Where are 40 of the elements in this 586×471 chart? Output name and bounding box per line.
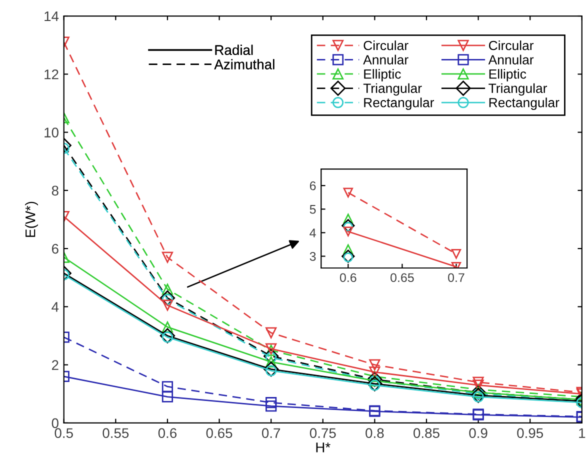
legend-label: Elliptic — [364, 69, 401, 82]
x-tick-label: 1 — [579, 428, 586, 438]
legend-label: Circular — [364, 40, 408, 50]
y-axis-title: E(W*) — [25, 202, 38, 237]
x-tick-label: 0.75 — [310, 428, 336, 438]
y-tick-label: 0 — [52, 418, 58, 428]
x-tick-label: 0.6 — [340, 273, 356, 282]
x-tick-label: 0.8 — [366, 428, 384, 438]
x-tick-label: 0.7 — [262, 428, 280, 438]
y-tick-label: 3 — [310, 252, 316, 261]
legend-label: Triangular — [363, 83, 422, 96]
legend-label: Elliptic — [489, 69, 526, 82]
y-tick-label: 5 — [310, 205, 316, 214]
y-tick-label: 6 — [52, 244, 58, 254]
x-axis-title: H* — [316, 442, 330, 452]
annotation: Radial — [215, 44, 253, 55]
legend-label: Rectangular — [489, 98, 560, 110]
annotation: Azimuthal — [214, 59, 274, 70]
x-tick-label: 0.65 — [390, 273, 414, 282]
y-tick-label: 6 — [310, 181, 316, 190]
x-tick-label: 0.65 — [206, 428, 232, 438]
y-tick-label: 14 — [44, 11, 59, 22]
legend-label: Triangular — [488, 83, 548, 96]
y-tick-label: 4 — [52, 302, 59, 312]
y-tick-label: 10 — [44, 128, 58, 138]
x-tick-label: 0.5 — [54, 428, 73, 438]
y-tick-label: 12 — [44, 69, 58, 80]
x-tick-label: 0.55 — [102, 428, 129, 438]
x-tick-label: 0.7 — [448, 273, 464, 282]
legend-label: Rectangular — [364, 98, 434, 110]
legend-label: Annular — [488, 54, 534, 64]
y-tick-label: 8 — [52, 186, 58, 196]
legend-label: Annular — [363, 54, 408, 64]
legend-label: Circular — [488, 40, 534, 50]
y-tick-label: 2 — [52, 360, 58, 370]
x-tick-label: 0.9 — [469, 428, 488, 438]
x-tick-label: 0.85 — [414, 428, 440, 438]
x-tick-label: 0.6 — [158, 428, 177, 438]
x-tick-label: 0.95 — [517, 428, 544, 438]
y-tick-label: 4 — [310, 228, 316, 238]
